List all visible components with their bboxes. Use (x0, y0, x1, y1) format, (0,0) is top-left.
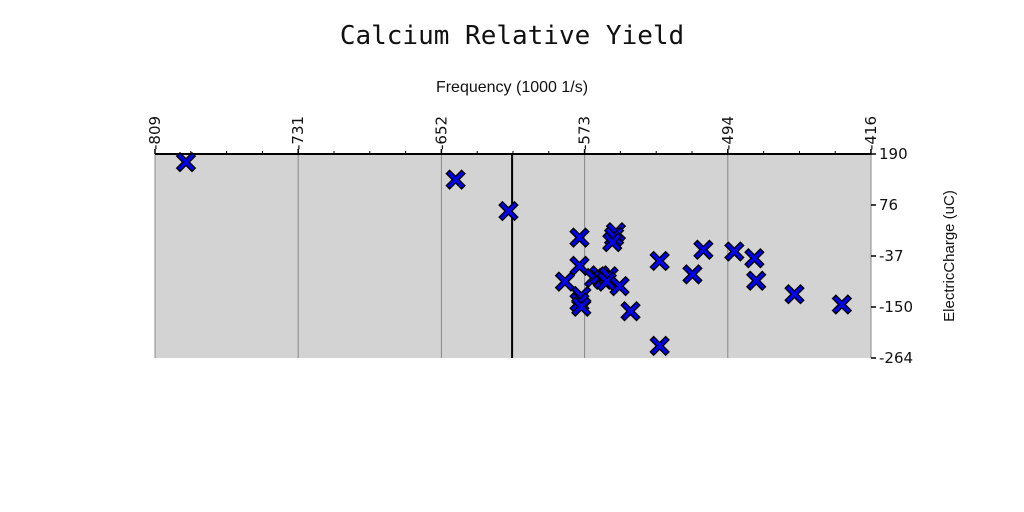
data-point (745, 270, 767, 291)
data-point (649, 335, 670, 357)
data-point (445, 169, 466, 190)
y-tick-label: 190 (879, 145, 908, 163)
data-point (693, 239, 714, 260)
y-tick-label: -37 (879, 247, 904, 265)
scatter-points (175, 151, 853, 357)
data-point (175, 151, 197, 173)
x-tick-label: -652 (432, 116, 450, 150)
y-tick-label: -264 (879, 349, 913, 367)
x-tick-label: -416 (862, 116, 880, 150)
data-point (498, 200, 519, 222)
x-tick-label: -731 (289, 116, 307, 150)
data-point (569, 255, 590, 277)
y-tick-label: -150 (879, 298, 913, 316)
x-tick-label: -809 (146, 116, 164, 150)
data-point (569, 227, 590, 248)
data-point (744, 248, 765, 269)
x-axis-ticks: -809 -731 -652 -573 -494 -416 (146, 116, 880, 154)
data-point (649, 250, 670, 272)
x-tick-label: -494 (719, 116, 737, 150)
x-axis-label: Frequency (1000 1/s) (436, 79, 588, 96)
data-point (554, 271, 576, 292)
data-point (831, 294, 853, 315)
data-point (620, 301, 641, 322)
data-point (596, 271, 618, 292)
data-point (724, 241, 745, 262)
y-axis-label: ElectricCharge (uC) (941, 190, 958, 322)
data-point (784, 283, 805, 305)
x-tick-label: -573 (576, 116, 594, 150)
chart-title: Calcium Relative Yield (340, 21, 684, 51)
data-point (602, 231, 623, 253)
data-point (682, 264, 703, 285)
data-point (609, 275, 630, 297)
y-axis-ticks: 190 76 -37 -150 -264 (871, 145, 913, 367)
data-point (571, 296, 592, 318)
y-tick-label: 76 (879, 196, 898, 214)
